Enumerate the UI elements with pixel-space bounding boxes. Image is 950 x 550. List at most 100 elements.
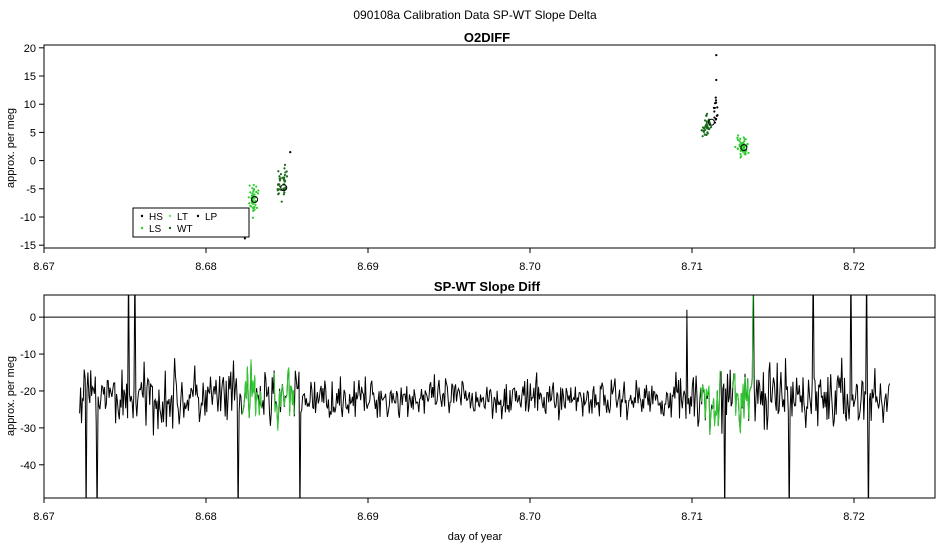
o2diff-title: O2DIFF bbox=[464, 30, 510, 45]
o2diff-legend: HS LS LT WT LP bbox=[132, 207, 250, 238]
data-point bbox=[285, 175, 289, 178]
legend-hs-marker bbox=[140, 214, 144, 218]
data-point bbox=[255, 190, 258, 194]
data-point bbox=[744, 153, 747, 156]
mean-marker bbox=[251, 196, 259, 204]
data-point bbox=[256, 192, 260, 195]
outlier-point bbox=[243, 237, 246, 240]
o2diff-points bbox=[243, 54, 750, 240]
slope-diff-lines bbox=[44, 295, 935, 498]
data-point bbox=[257, 189, 260, 192]
o2diff-x-axis: 8.67 8.68 8.69 8.70 8.71 8.72 bbox=[33, 248, 865, 273]
data-point bbox=[736, 136, 739, 139]
data-point bbox=[703, 127, 706, 130]
data-point bbox=[736, 147, 739, 151]
data-point bbox=[280, 200, 283, 203]
o2diff-means bbox=[251, 118, 748, 204]
data-point bbox=[706, 132, 709, 135]
y-tick-label: -20 bbox=[20, 386, 36, 398]
data-point bbox=[713, 110, 716, 113]
outlier-point bbox=[715, 78, 718, 82]
data-point bbox=[712, 106, 715, 109]
x-tick-label: 8.67 bbox=[33, 261, 54, 273]
data-point bbox=[282, 193, 285, 196]
data-point bbox=[282, 177, 285, 180]
outlier-point bbox=[715, 54, 718, 57]
data-point bbox=[252, 207, 255, 210]
y-tick-label: 5 bbox=[30, 127, 36, 139]
mean-marker bbox=[280, 184, 288, 192]
x-tick-label: 8.71 bbox=[681, 261, 702, 273]
x-tick-label: 8.72 bbox=[843, 511, 864, 523]
data-point bbox=[251, 187, 254, 190]
data-point bbox=[247, 196, 250, 199]
data-point bbox=[742, 136, 745, 139]
data-point bbox=[743, 138, 746, 141]
data-point bbox=[253, 197, 256, 200]
x-tick-label: 8.70 bbox=[519, 261, 540, 273]
y-tick-label: 0 bbox=[30, 312, 36, 324]
data-point bbox=[703, 133, 706, 136]
x-tick-label: 8.69 bbox=[357, 261, 378, 273]
data-point bbox=[283, 167, 286, 170]
data-point bbox=[283, 179, 287, 182]
legend-ls-marker bbox=[140, 226, 144, 230]
data-point bbox=[738, 143, 741, 146]
data-point bbox=[279, 172, 283, 176]
y-tick-label: -30 bbox=[20, 423, 36, 435]
data-point bbox=[737, 134, 740, 137]
data-point bbox=[705, 112, 709, 115]
data-point bbox=[250, 205, 253, 208]
legend-lt-marker bbox=[168, 214, 172, 218]
y-tick-label: -5 bbox=[26, 184, 36, 196]
data-point bbox=[716, 106, 719, 109]
data-point bbox=[250, 201, 253, 204]
data-point bbox=[708, 127, 711, 130]
data-point bbox=[747, 151, 750, 154]
data-point bbox=[252, 209, 255, 212]
data-point bbox=[285, 170, 288, 173]
y-tick-label: -10 bbox=[20, 212, 36, 224]
y-tick-label: 20 bbox=[24, 43, 36, 55]
data-point bbox=[706, 123, 709, 127]
slope-diff-title: SP-WT Slope Diff bbox=[434, 279, 541, 294]
data-point bbox=[283, 173, 286, 177]
legend-lt-label: LT bbox=[177, 212, 188, 223]
x-tick-label: 8.68 bbox=[195, 511, 216, 523]
data-point bbox=[714, 96, 717, 99]
legend-lp-marker bbox=[196, 214, 200, 218]
x-tick-label: 8.72 bbox=[843, 261, 864, 273]
data-point bbox=[743, 150, 746, 153]
data-point bbox=[714, 118, 717, 121]
data-point bbox=[714, 101, 718, 104]
o2diff-ylabel: approx. per meg bbox=[5, 108, 17, 188]
y-tick-label: 10 bbox=[24, 99, 36, 111]
highlight-segment-line bbox=[273, 367, 295, 431]
x-tick-label: 8.67 bbox=[33, 511, 54, 523]
x-tick-label: 8.68 bbox=[195, 261, 216, 273]
slope-diff-y-axis: 0 -10 -20 -30 -40 bbox=[20, 312, 44, 472]
y-tick-label: 0 bbox=[30, 156, 36, 168]
slope-diff-x-axis: 8.67 8.68 8.69 8.70 8.71 8.72 bbox=[33, 498, 865, 523]
data-point bbox=[249, 191, 252, 194]
x-tick-label: 8.71 bbox=[681, 511, 702, 523]
data-point bbox=[255, 185, 258, 188]
o2diff-panel: O2DIFF approx. per meg 20151050-5-10-15 … bbox=[5, 30, 936, 273]
highlight-segment-line bbox=[241, 359, 263, 419]
legend-wt-marker bbox=[168, 226, 172, 230]
data-point bbox=[277, 183, 280, 186]
highlight-segment-line bbox=[700, 370, 722, 435]
y-tick-label: 15 bbox=[24, 71, 36, 83]
x-tick-label: 8.70 bbox=[519, 511, 540, 523]
data-point bbox=[278, 179, 282, 182]
data-point bbox=[701, 135, 704, 138]
highlight-segment-line bbox=[732, 295, 754, 434]
data-point bbox=[283, 191, 286, 194]
data-point bbox=[278, 175, 281, 178]
data-point bbox=[739, 137, 742, 140]
legend-hs-label: HS bbox=[149, 212, 163, 223]
data-point bbox=[278, 177, 281, 180]
data-point bbox=[252, 188, 256, 191]
data-point bbox=[705, 126, 708, 130]
data-point bbox=[705, 114, 708, 117]
